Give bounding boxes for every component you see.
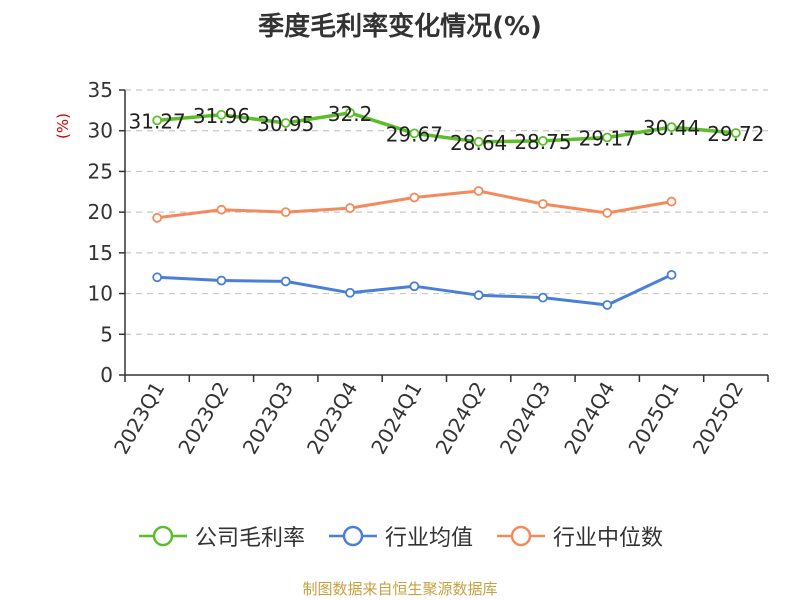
data-point (602, 132, 613, 143)
chart-title: 季度毛利率变化情况(%) (258, 12, 542, 42)
data-point (216, 275, 227, 286)
data-point (666, 196, 677, 207)
legend-item[interactable]: 公司毛利率 (137, 520, 305, 552)
y-tick-label: 10 (88, 282, 113, 306)
x-tick-label: 2024Q3 (495, 378, 555, 459)
data-point (666, 122, 677, 133)
data-point (152, 115, 163, 126)
data-point (345, 203, 355, 213)
data-label: 29.72 (707, 122, 764, 146)
x-tick-label: 2024Q4 (559, 378, 619, 459)
data-label: 28.75 (514, 130, 571, 154)
data-label: 32.2 (328, 102, 373, 126)
series-lines (152, 107, 741, 310)
y-tick-label: 15 (88, 241, 113, 265)
data-point (538, 135, 548, 146)
x-tick-label: 2023Q1 (109, 378, 169, 459)
data-point (538, 199, 548, 209)
y-tick-label: 5 (100, 322, 113, 346)
x-tick-label: 2024Q2 (431, 378, 491, 459)
data-point (409, 192, 420, 203)
data-label: 29.17 (579, 126, 636, 150)
data-label: 31.27 (129, 109, 186, 133)
y-tick-label: 30 (88, 119, 113, 143)
data-point (345, 287, 355, 298)
legend-marker-icon (138, 525, 187, 547)
legend-label: 行业中位数 (553, 526, 664, 551)
legend-item[interactable]: 行业均值 (327, 520, 473, 552)
data-label: 29.67 (386, 122, 443, 146)
data-point (409, 281, 420, 292)
source-note: 制图数据来自恒生聚源数据库 (302, 580, 498, 598)
x-tick-label: 2023Q4 (302, 378, 362, 459)
legend-label: 行业均值 (384, 526, 473, 551)
x-tick-label: 2025Q2 (688, 378, 748, 459)
legend-item[interactable]: 行业中位数 (495, 520, 663, 552)
data-labels: 31.27 31.96 30.95 32.2 29.67 28.64 28.75 29.17 3… (129, 102, 765, 155)
y-tick-label: 0 (100, 363, 113, 387)
y-axis-label: (%) (54, 113, 72, 139)
data-point (666, 269, 677, 280)
y-tick-label: 25 (88, 159, 113, 183)
data-point (152, 212, 163, 223)
x-tick-label: 2023Q2 (173, 378, 233, 459)
legend-marker-icon (328, 525, 377, 547)
data-point (216, 204, 227, 215)
data-point (409, 128, 420, 139)
data-point (473, 290, 484, 301)
series-line (157, 111, 737, 144)
data-point (152, 272, 163, 283)
data-label: 31.96 (193, 104, 250, 128)
data-label: 30.44 (643, 116, 700, 140)
x-tick-label: 2023Q3 (238, 378, 298, 459)
data-point (730, 128, 741, 138)
x-tick-label: 2024Q1 (366, 378, 426, 459)
y-tick-label: 35 (88, 78, 113, 102)
data-label: 30.95 (257, 112, 314, 136)
data-point (602, 208, 613, 218)
grid-lines (125, 89, 768, 335)
legend-marker-icon (497, 525, 545, 547)
data-point (602, 300, 613, 310)
data-point (280, 276, 291, 287)
data-label: 28.64 (450, 131, 507, 155)
data-point (473, 186, 484, 196)
data-point (280, 118, 291, 128)
y-tick-label: 20 (88, 200, 113, 224)
data-point (345, 107, 355, 118)
legend-label: 公司毛利率 (194, 526, 305, 551)
data-point (538, 292, 548, 303)
x-tick-label: 2025Q1 (623, 378, 683, 459)
legend: 公司毛利率 行业均值 行业中位数 (0, 520, 800, 552)
data-point (280, 207, 291, 218)
data-point (216, 109, 227, 120)
data-point (473, 136, 484, 147)
